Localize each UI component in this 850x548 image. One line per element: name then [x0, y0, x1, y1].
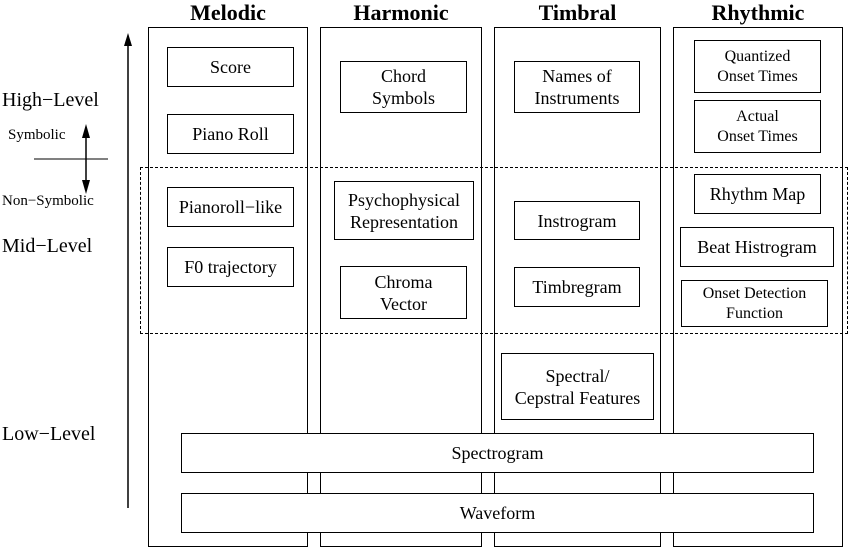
label-high-level: High−Level	[2, 89, 99, 111]
box-score: Score	[167, 47, 294, 87]
column-title-harmonic: Harmonic	[353, 0, 449, 25]
label-mid-level: Mid−Level	[2, 235, 93, 257]
box-beat-histrogram: Beat Histrogram	[680, 227, 834, 267]
column-melodic	[148, 27, 308, 547]
box-chord-symbols: Chord Symbols	[340, 61, 467, 113]
box-psychophysical-representation: Psychophysical Representation	[334, 181, 474, 240]
mid-level-region	[140, 167, 848, 334]
box-quantized-onset-times: Quantized Onset Times	[694, 40, 821, 93]
label-non-symbolic: Non−Symbolic	[2, 193, 94, 209]
symbolic-arrowhead-down	[82, 180, 90, 194]
box-names-of-instruments: Names of Instruments	[514, 61, 640, 113]
box-rhythm-map: Rhythm Map	[694, 174, 821, 214]
box-spectral-cepstral-features: Spectral/ Cepstral Features	[501, 353, 654, 420]
level-axis-arrowhead	[124, 33, 132, 46]
box-f0-trajectory: F0 trajectory	[167, 247, 294, 287]
box-spectrogram: Spectrogram	[181, 433, 814, 473]
column-timbral	[494, 27, 661, 547]
box-piano-roll: Piano Roll	[167, 114, 294, 154]
symbolic-arrowhead-up	[82, 124, 90, 138]
column-harmonic	[320, 27, 482, 547]
box-chroma-vector: Chroma Vector	[340, 266, 467, 319]
box-onset-detection-function: Onset Detection Function	[681, 280, 828, 327]
box-waveform: Waveform	[181, 493, 814, 533]
column-rhythmic	[673, 27, 843, 547]
column-title-timbral: Timbral	[538, 0, 617, 25]
box-pianoroll-like: Pianoroll−like	[167, 187, 294, 227]
label-symbolic: Symbolic	[8, 127, 66, 143]
box-timbregram: Timbregram	[514, 267, 640, 307]
box-instrogram: Instrogram	[514, 201, 640, 240]
box-actual-onset-times: Actual Onset Times	[694, 100, 821, 153]
label-low-level: Low−Level	[2, 423, 96, 445]
column-title-rhythmic: Rhythmic	[711, 0, 805, 25]
column-title-melodic: Melodic	[190, 0, 266, 25]
